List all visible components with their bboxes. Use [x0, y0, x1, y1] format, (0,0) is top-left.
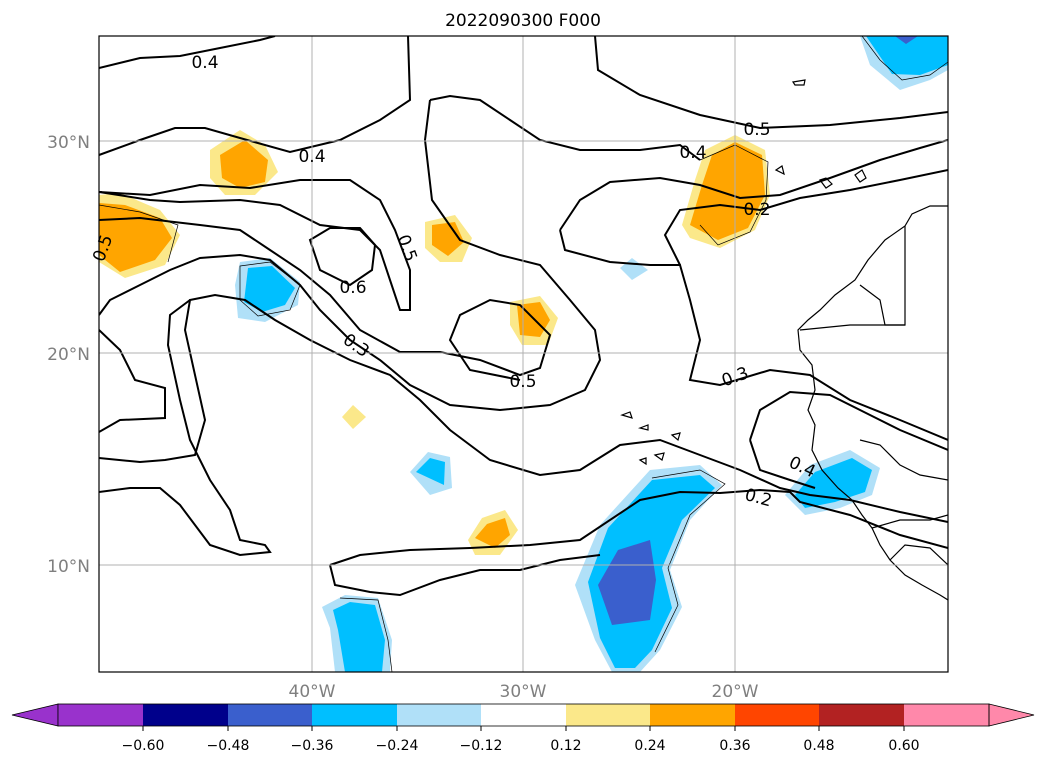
colorbar-tick-label: −0.60 — [122, 738, 165, 754]
contour-line — [99, 299, 272, 557]
significance-outlines — [99, 36, 948, 672]
border — [871, 514, 948, 529]
colorbar-swatch — [904, 704, 989, 726]
coastline-africa — [797, 205, 948, 601]
contour-line — [429, 94, 701, 161]
lat-label: 10°N — [47, 557, 90, 577]
colorbar-swatch — [312, 704, 397, 726]
contour-line — [99, 216, 552, 381]
contour-line — [594, 36, 948, 130]
longitude-labels: 40°W 30°W 20°W — [289, 682, 759, 702]
lat-label: 20°N — [47, 345, 90, 365]
negative-anomaly-region — [598, 540, 656, 625]
contour-line — [559, 229, 948, 441]
gridlines — [99, 36, 948, 672]
island — [620, 411, 633, 419]
lat-label: 30°N — [47, 133, 90, 153]
island — [670, 432, 681, 442]
contour-lines — [99, 36, 948, 597]
colorbar-swatch — [481, 704, 566, 726]
contour-line — [99, 36, 276, 69]
positive-anomaly-region — [475, 518, 510, 548]
latitude-labels: 30°N 20°N 10°N — [47, 133, 90, 577]
colorbar-swatch — [819, 704, 904, 726]
contour-label: 0.6 — [339, 278, 366, 298]
colorbar-tick-label: 0.60 — [888, 738, 919, 754]
lon-label: 40°W — [289, 682, 336, 702]
colorbar-tick-label: −0.24 — [376, 738, 419, 754]
negative-anomaly-region — [416, 458, 445, 485]
lon-label: 30°W — [500, 682, 547, 702]
positive-anomaly-region — [220, 140, 268, 188]
contour-line — [99, 36, 412, 156]
colorbar-extend-max — [988, 703, 1035, 727]
positive-anomaly-region — [342, 405, 366, 429]
contour-label: 0.4 — [298, 147, 325, 167]
colorbar-tick-label: −0.12 — [460, 738, 503, 754]
positive-anomaly-region — [690, 142, 765, 240]
border — [799, 324, 905, 331]
colorbar-tick-label: −0.36 — [291, 738, 334, 754]
significance-outline — [651, 469, 726, 653]
colorbar-swatch — [143, 704, 228, 726]
island — [854, 169, 867, 183]
negative-anomaly-region — [244, 266, 295, 312]
colorbar-swatch — [228, 704, 312, 726]
contour-label: 0.5 — [509, 372, 536, 392]
island — [638, 457, 647, 466]
border — [859, 439, 948, 481]
contour-line — [329, 554, 601, 597]
island — [791, 79, 806, 86]
colorbar-swatch — [397, 704, 481, 726]
contour-label: 0.5 — [743, 120, 770, 140]
contour-line — [663, 169, 948, 266]
positive-anomaly-region — [432, 222, 464, 256]
colorbar-extend-min — [11, 703, 59, 727]
colorbar-tick-label: 0.12 — [550, 738, 581, 754]
island — [819, 177, 833, 189]
border — [889, 544, 948, 566]
colorbar-swatch — [566, 704, 650, 726]
map-panel: 0.4 0.4 0.5 0.5 0.6 0.5 0.3 0.5 0.4 0.2 … — [89, 35, 949, 673]
colorbar-tick-label: −0.48 — [207, 738, 250, 754]
colorbar-tick-label: 0.36 — [719, 738, 750, 754]
contour-line — [559, 139, 948, 231]
island — [653, 452, 665, 461]
map-frame — [98, 35, 949, 673]
significance-outline — [861, 36, 948, 81]
lon-label: 20°W — [712, 682, 759, 702]
colorbar-frame — [57, 703, 990, 727]
contour-label: 0.2 — [743, 200, 770, 220]
colorbar: −0.60 −0.48 −0.36 −0.24 −0.12 0.12 0.24 … — [11, 703, 1035, 754]
contour-line — [308, 227, 377, 287]
negative-anomaly-region — [895, 36, 918, 44]
significance-outline — [99, 204, 179, 263]
colorbar-swatch — [650, 704, 735, 726]
contour-line — [99, 329, 166, 433]
island — [637, 424, 649, 431]
shading-layer — [99, 36, 948, 672]
contour-line — [329, 488, 948, 566]
colorbar-tick-label: 0.48 — [803, 738, 834, 754]
colorbar-swatch — [58, 704, 143, 726]
significance-outline — [339, 597, 393, 672]
contour-line — [749, 439, 816, 489]
contour-line — [749, 390, 948, 451]
island — [774, 165, 785, 176]
contour-line — [99, 99, 602, 412]
negative-anomaly-region — [866, 36, 948, 75]
contour-line — [99, 293, 948, 523]
contour-line — [99, 179, 411, 311]
negative-anomaly-region — [333, 602, 385, 672]
map-title: 2022090300 F000 — [445, 11, 601, 31]
contour-label: 0.4 — [191, 53, 218, 73]
colorbar-tick-label: 0.24 — [634, 738, 665, 754]
contour-label: 0.4 — [679, 143, 706, 163]
coastlines — [620, 79, 948, 601]
colorbar-swatch — [735, 704, 819, 726]
